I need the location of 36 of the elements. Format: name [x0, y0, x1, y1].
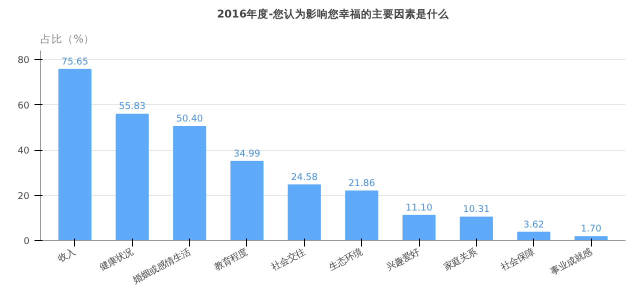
data-label: 10.31 [463, 204, 490, 216]
y-tick-label: 40 [18, 146, 30, 157]
data-label: 34.99 [234, 148, 260, 160]
bar [230, 160, 264, 240]
x-tick-label: 兴趣爱好 [384, 246, 422, 274]
bar [173, 126, 206, 240]
y-tick-label: 60 [18, 100, 30, 112]
bar [58, 68, 92, 240]
bar [345, 190, 378, 240]
y-tick-label: 20 [18, 190, 30, 202]
data-label: 3.62 [523, 219, 544, 230]
data-label: 55.83 [118, 101, 146, 112]
x-tick-label: 社会交往 [270, 246, 307, 274]
data-label: 11.10 [406, 202, 432, 214]
bar [116, 114, 149, 240]
y-tick-label: 0 [24, 236, 30, 247]
x-tick-label: 收入 [56, 246, 78, 265]
y-tick-label: 80 [18, 55, 30, 66]
x-tick-label: 事业成就感 [548, 246, 594, 278]
x-tick-label: 家庭关系 [442, 246, 479, 274]
chart-title: 2016年度-您认为影响您幸福的主要因素是什么 [216, 8, 450, 20]
data-label: 75.65 [62, 56, 88, 68]
data-label: 21.86 [348, 178, 376, 190]
bar [460, 216, 493, 240]
y-axis-title: 占比（%） [40, 32, 95, 46]
bar [402, 214, 436, 240]
bar [288, 184, 321, 240]
data-label: 50.40 [176, 114, 204, 124]
data-label: 1.70 [580, 224, 602, 235]
data-label: 24.58 [290, 172, 318, 183]
x-tick-label: 生态环境 [327, 246, 364, 274]
bar [517, 232, 550, 240]
bar [574, 236, 608, 240]
x-tick-label: 社会保障 [499, 246, 536, 274]
x-tick-label: 教育程度 [212, 246, 250, 274]
x-tick-label: 健康状况 [98, 246, 135, 274]
